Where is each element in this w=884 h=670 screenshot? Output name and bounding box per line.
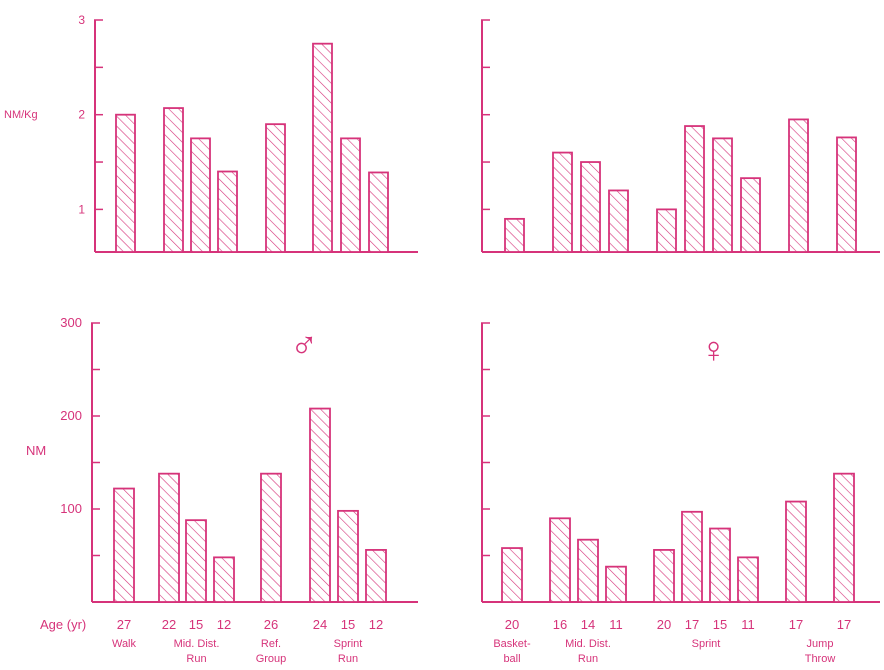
bar xyxy=(504,217,525,253)
bar xyxy=(340,137,361,253)
bar xyxy=(653,549,675,603)
bar xyxy=(737,556,759,603)
bar xyxy=(185,519,207,603)
y-tick-label: 1 xyxy=(78,202,85,216)
y-tick-label: 3 xyxy=(78,13,85,27)
age-tick-label: 12 xyxy=(369,617,383,632)
bar xyxy=(577,538,599,603)
group-label: Run xyxy=(578,653,598,665)
bar xyxy=(709,527,731,603)
group-label: Mid. Dist. xyxy=(174,638,220,650)
bar xyxy=(785,500,807,603)
bar xyxy=(312,42,333,253)
bar xyxy=(213,556,235,603)
age-tick-label: 15 xyxy=(713,617,727,632)
y-tick-label: 200 xyxy=(60,408,82,423)
group-label: Run xyxy=(186,653,206,665)
group-label: Walk xyxy=(112,638,137,650)
female-symbol-icon: ♀ xyxy=(700,329,727,370)
group-label: Sprint xyxy=(334,638,363,650)
age-tick-label: 20 xyxy=(505,617,519,632)
age-tick-label: 11 xyxy=(609,617,623,632)
age-tick-label: 27 xyxy=(117,617,131,632)
bar xyxy=(337,509,359,603)
group-label: Jump xyxy=(807,638,834,650)
bar xyxy=(580,161,601,253)
age-tick-label: 16 xyxy=(553,617,567,632)
bar xyxy=(681,510,703,603)
age-tick-label: 15 xyxy=(341,617,355,632)
bar xyxy=(158,472,180,603)
age-tick-label: 11 xyxy=(741,617,755,632)
male-symbol-icon: ♂ xyxy=(290,325,319,367)
bar xyxy=(712,137,733,253)
y-tick-label: 100 xyxy=(60,501,82,516)
bar xyxy=(608,189,629,253)
age-tick-label: 14 xyxy=(581,617,595,632)
bar xyxy=(788,118,809,253)
group-label: Sprint xyxy=(692,638,721,650)
bar xyxy=(265,123,286,253)
group-label: Group xyxy=(256,653,287,665)
age-tick-label: 17 xyxy=(837,617,851,632)
bar xyxy=(260,472,282,603)
group-label: Basket- xyxy=(493,638,531,650)
group-label: ball xyxy=(503,653,520,665)
group-label: Throw xyxy=(805,653,836,665)
age-tick-label: 12 xyxy=(217,617,231,632)
bar xyxy=(217,170,238,253)
age-tick-label: 24 xyxy=(313,617,327,632)
y-tick-label: 300 xyxy=(60,315,82,330)
bar xyxy=(549,517,571,603)
bar xyxy=(552,151,573,253)
bar xyxy=(833,472,855,603)
age-tick-label: 22 xyxy=(162,617,176,632)
bar xyxy=(163,107,184,253)
age-tick-label: 20 xyxy=(657,617,671,632)
group-label: Mid. Dist. xyxy=(565,638,611,650)
bar xyxy=(309,407,331,603)
y-tick-label: 2 xyxy=(78,108,85,122)
bar xyxy=(113,487,135,603)
group-label: Ref. xyxy=(261,638,281,650)
age-tick-label: 17 xyxy=(789,617,803,632)
bar xyxy=(190,137,211,253)
bar xyxy=(115,113,136,253)
bar xyxy=(684,125,705,253)
bar xyxy=(605,565,627,603)
group-label: Run xyxy=(338,653,358,665)
top-left-ylabel: NM/Kg xyxy=(4,109,38,121)
age-tick-label: 26 xyxy=(264,617,278,632)
age-tick-label: 15 xyxy=(189,617,203,632)
bar xyxy=(836,136,857,253)
bar xyxy=(368,171,389,253)
bar xyxy=(365,549,387,603)
age-tick-label: 17 xyxy=(685,617,699,632)
bar xyxy=(501,547,523,603)
bottom-left-ylabel: NM xyxy=(26,443,46,458)
age-axis-label: Age (yr) xyxy=(40,617,86,632)
bar xyxy=(656,208,677,253)
bar xyxy=(740,177,761,253)
